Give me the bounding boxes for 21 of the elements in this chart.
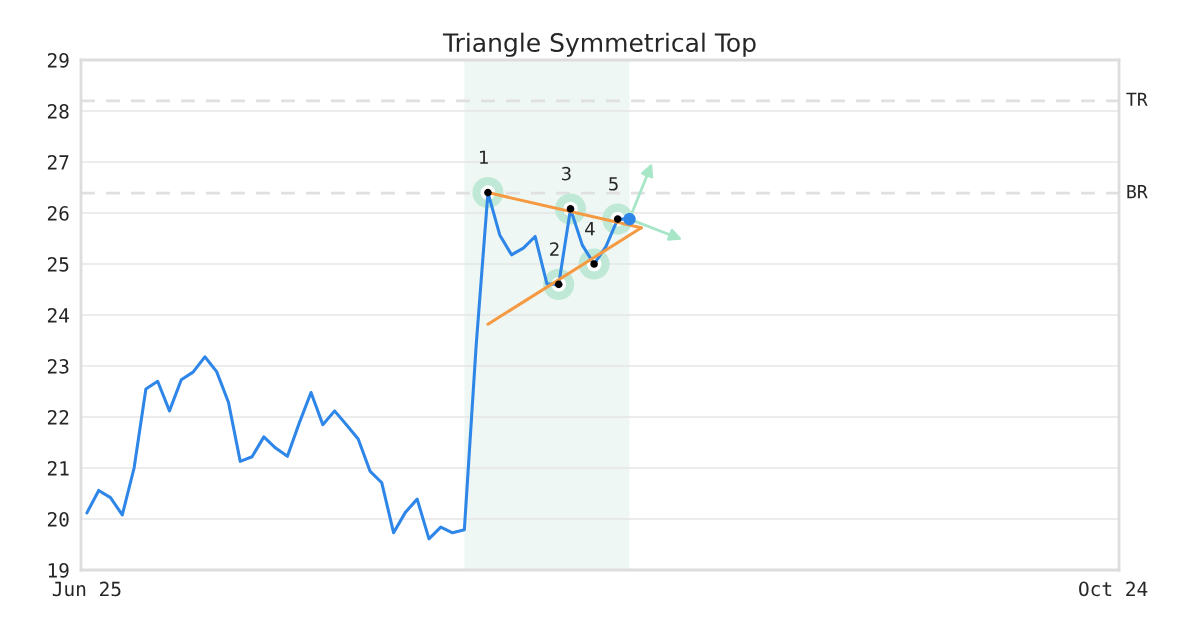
- y-tick-label: 25: [47, 257, 69, 272]
- ref-line-label: BR: [1127, 184, 1148, 199]
- x-tick-label: Oct 24: [1079, 581, 1148, 597]
- y-tick-label: 27: [47, 155, 69, 170]
- y-tick-label: 29: [47, 53, 69, 68]
- annotation: 4: [585, 222, 595, 236]
- y-tick-label: 20: [47, 512, 69, 527]
- annotation: 3: [561, 166, 571, 181]
- ref-line-label: TR: [1126, 92, 1148, 106]
- y-tick-label: 22: [47, 410, 69, 425]
- annotation: 2: [550, 242, 559, 256]
- x-tick-label: Jun 25: [52, 581, 121, 597]
- y-tick-label: 19: [48, 563, 69, 578]
- y-tick-label: 23: [47, 359, 69, 374]
- annotation: 5: [609, 177, 618, 191]
- y-tick-label: 21: [47, 461, 69, 476]
- annotation: 1: [480, 150, 488, 164]
- chart-title: Triangle Symmetrical Top: [442, 32, 756, 57]
- y-tick-label: 26: [47, 206, 69, 221]
- y-tick-label: 28: [47, 104, 69, 119]
- y-tick-label: 24: [47, 308, 69, 323]
